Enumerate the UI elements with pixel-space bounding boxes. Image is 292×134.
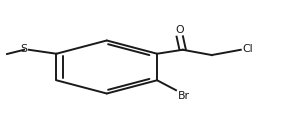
Text: O: O [175,25,184,35]
Text: Br: Br [178,91,190,101]
Text: Cl: Cl [243,44,253,54]
Text: S: S [20,44,27,55]
